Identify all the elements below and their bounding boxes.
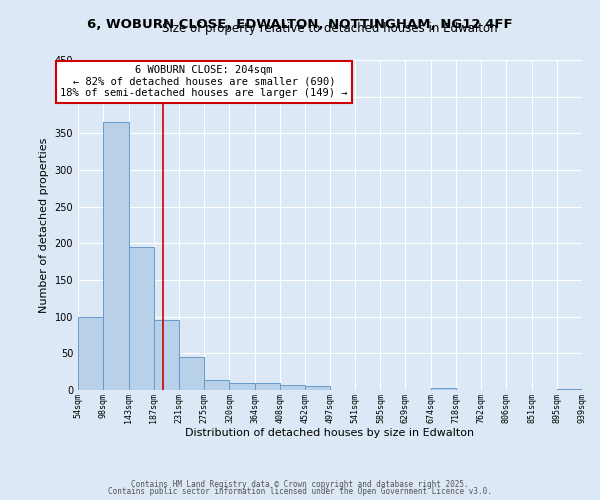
Text: Contains HM Land Registry data © Crown copyright and database right 2025.: Contains HM Land Registry data © Crown c… — [131, 480, 469, 489]
Text: 6, WOBURN CLOSE, EDWALTON, NOTTINGHAM, NG12 4FF: 6, WOBURN CLOSE, EDWALTON, NOTTINGHAM, N… — [87, 18, 513, 30]
Bar — [103, 122, 128, 390]
Bar — [280, 385, 305, 390]
Bar — [128, 247, 154, 390]
Bar — [154, 320, 179, 390]
Y-axis label: Number of detached properties: Number of detached properties — [39, 138, 49, 312]
Bar — [557, 388, 582, 390]
Title: Size of property relative to detached houses in Edwalton: Size of property relative to detached ho… — [162, 22, 498, 35]
Bar — [229, 382, 254, 390]
Bar — [179, 357, 204, 390]
Bar — [78, 316, 103, 390]
Bar — [204, 380, 229, 390]
Bar — [431, 388, 456, 390]
Text: Contains public sector information licensed under the Open Government Licence v3: Contains public sector information licen… — [108, 487, 492, 496]
Bar — [254, 382, 280, 390]
Bar — [305, 386, 330, 390]
X-axis label: Distribution of detached houses by size in Edwalton: Distribution of detached houses by size … — [185, 428, 475, 438]
Text: 6 WOBURN CLOSE: 204sqm
← 82% of detached houses are smaller (690)
18% of semi-de: 6 WOBURN CLOSE: 204sqm ← 82% of detached… — [61, 65, 348, 98]
